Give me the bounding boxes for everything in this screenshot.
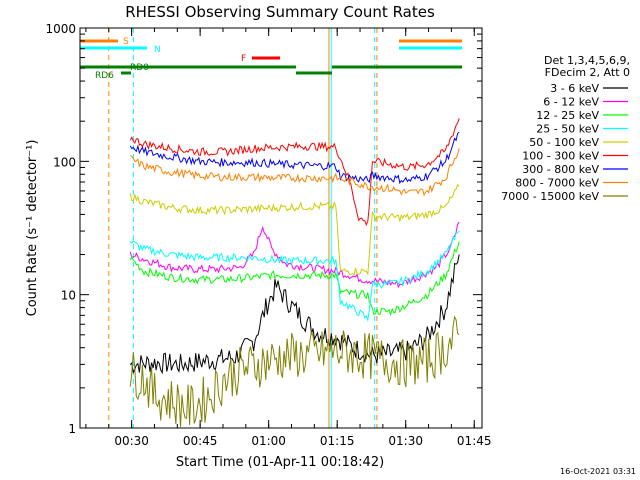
- x-tick-label: 00:30: [114, 434, 149, 448]
- x-axis-label: Start Time (01-Apr-11 00:18:42): [176, 455, 384, 470]
- plot-area: S N F RD0 RD6: [80, 28, 462, 428]
- x-axis-ticks: 00:30 00:45 01:00 01:15 01:30 01:45: [85, 28, 492, 448]
- legend-entry-label: 25 - 50 keV: [536, 123, 599, 136]
- series-line-25-50-kev: [129, 230, 460, 322]
- series-line-7000-15000-kev: [129, 315, 460, 427]
- x-tick-label: 01:15: [320, 434, 355, 448]
- x-tick-label: 00:45: [183, 434, 218, 448]
- y-tick-label: 100: [53, 155, 76, 169]
- y-tick-label: 10: [61, 289, 76, 303]
- legend: Det 1,3,4,5,6,9,FDecim 2, Att 0 3 - 6 keV…: [501, 54, 630, 203]
- legend-entry-label: 3 - 6 keV: [550, 82, 599, 95]
- series-line-800-7000-kev: [130, 148, 460, 197]
- legend-entry-label: 100 - 300 keV: [522, 150, 599, 163]
- chart-title: RHESSI Observing Summary Count Rates: [125, 3, 435, 21]
- series-line-300-800-kev: [129, 131, 460, 185]
- status-label-s: S: [123, 37, 129, 47]
- series-line-50-100-kev: [129, 183, 460, 276]
- y-axis-ticks: 1 10 100 1000: [45, 22, 482, 436]
- status-label-rd0: RD0: [130, 63, 149, 73]
- series-line-12-25-kev: [129, 241, 460, 317]
- legend-entry-label: 300 - 800 keV: [522, 163, 599, 176]
- legend-entry-label: 6 - 12 keV: [543, 96, 599, 109]
- status-label-n: N: [154, 45, 161, 55]
- legend-header-line: FDecim 2, Att 0: [545, 66, 630, 79]
- x-tick-label: 01:30: [388, 434, 423, 448]
- y-tick-label: 1000: [45, 22, 76, 36]
- x-tick-label: 01:00: [251, 434, 286, 448]
- x-tick-label: 01:45: [457, 434, 492, 448]
- plot-frame: [79, 27, 483, 429]
- series-line-3-6-kev: [129, 254, 460, 375]
- y-axis-label: Count Rate (s⁻¹ detector⁻¹): [25, 140, 40, 317]
- legend-header-line: Det 1,3,4,5,6,9,: [544, 54, 630, 67]
- footer-timestamp: 16-Oct-2021 03:31: [560, 467, 636, 476]
- legend-entry-label: 12 - 25 keV: [536, 109, 599, 122]
- legend-entry-label: 800 - 7000 keV: [515, 177, 599, 190]
- status-label-f: F: [241, 54, 246, 64]
- series-line-100-300-kev: [129, 118, 460, 227]
- legend-entry-label: 50 - 100 keV: [529, 136, 599, 149]
- status-label-rd6: RD6: [95, 71, 114, 81]
- legend-entry-label: 7000 - 15000 keV: [501, 190, 599, 203]
- y-tick-label: 1: [68, 422, 76, 436]
